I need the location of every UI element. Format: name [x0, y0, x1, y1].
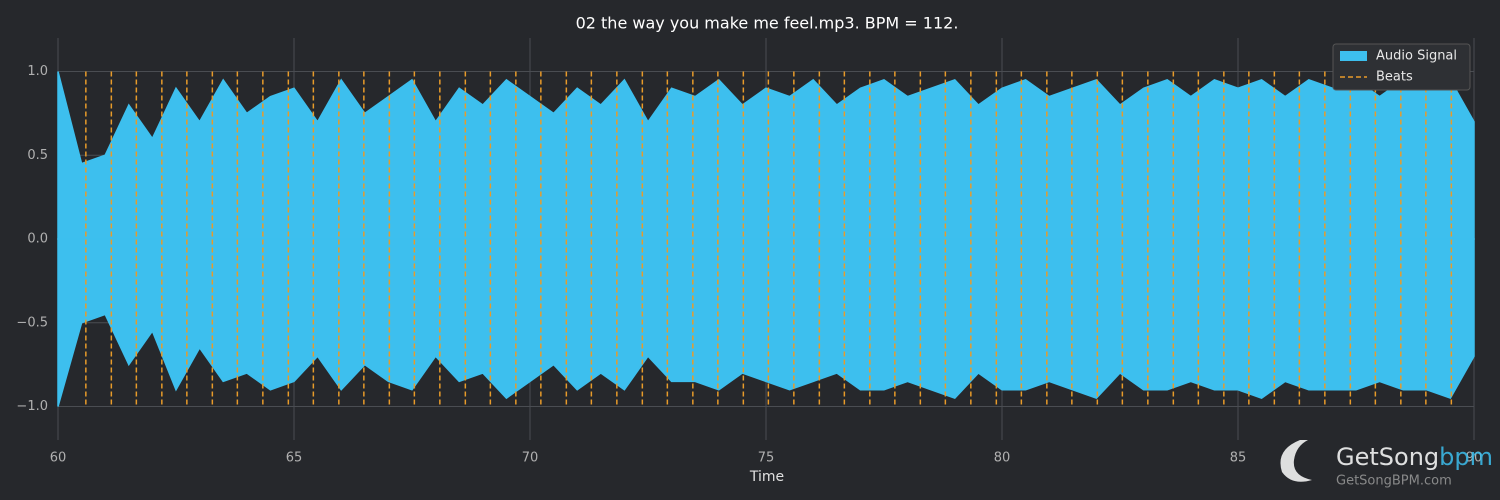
y-tick-label: 0.5 — [27, 148, 48, 163]
x-tick-label: 70 — [522, 451, 539, 466]
y-tick-label: −0.5 — [16, 315, 48, 330]
legend-label: Audio Signal — [1376, 49, 1457, 64]
plot-area: −1.0 −0.5 0.0 0.5 1.0 60 65 70 75 80 85 90 — [16, 38, 1482, 466]
legend: Audio Signal Beats — [1332, 43, 1471, 91]
y-tick-label: 0.0 — [27, 232, 48, 247]
legend-swatch — [1340, 51, 1367, 61]
signal-area — [57, 238, 1475, 407]
x-tick-label: 80 — [994, 451, 1011, 466]
x-tick-label: 85 — [1230, 451, 1247, 466]
watermark-brand: GetSongbpm — [1336, 443, 1493, 471]
x-tick-label: 60 — [50, 451, 67, 466]
x-axis-label: Time — [749, 469, 784, 485]
brand: GetSong — [1336, 443, 1439, 471]
x-tick-label: 75 — [758, 451, 775, 466]
y-tick-label: 1.0 — [27, 64, 48, 79]
signal-area — [57, 71, 1475, 240]
brand-accent: bpm — [1439, 443, 1493, 471]
legend-box — [1332, 43, 1471, 91]
x-tick-label: 90 — [1466, 451, 1483, 466]
y-tick-label: −1.0 — [16, 399, 48, 414]
watermark: GetSongbpm GetSongBPM.com — [1280, 440, 1493, 489]
chart-title: 02 the way you make me feel.mp3. BPM = 1… — [576, 14, 959, 33]
legend-label: Beats — [1376, 70, 1413, 85]
logo — [1280, 440, 1312, 482]
x-tick-label: 65 — [286, 451, 303, 466]
watermark-site: GetSongBPM.com — [1336, 474, 1452, 489]
